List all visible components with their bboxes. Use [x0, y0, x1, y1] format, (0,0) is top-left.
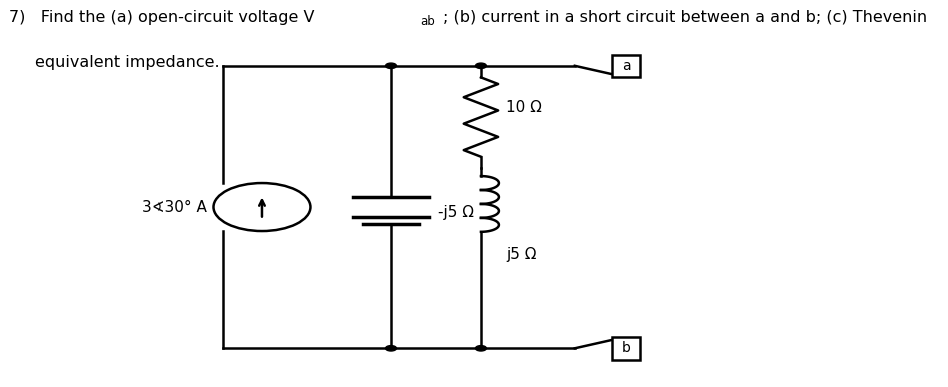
FancyBboxPatch shape [612, 337, 641, 360]
Text: equivalent impedance.: equivalent impedance. [35, 55, 220, 70]
Text: 3∢30° A: 3∢30° A [142, 200, 208, 214]
Circle shape [386, 63, 396, 68]
Text: ; (b) current in a short circuit between a and b; (c) Thevenin: ; (b) current in a short circuit between… [444, 10, 927, 25]
Text: b: b [622, 341, 630, 355]
Text: a: a [622, 59, 630, 73]
Circle shape [476, 63, 486, 68]
Text: ab: ab [421, 15, 435, 28]
Text: 10 Ω: 10 Ω [506, 100, 542, 115]
Circle shape [386, 346, 396, 351]
Text: j5 Ω: j5 Ω [506, 247, 537, 262]
Text: 7)   Find the (a) open-circuit voltage V: 7) Find the (a) open-circuit voltage V [9, 10, 315, 25]
FancyBboxPatch shape [612, 55, 641, 77]
Text: -j5 Ω: -j5 Ω [438, 205, 474, 220]
Circle shape [476, 346, 486, 351]
